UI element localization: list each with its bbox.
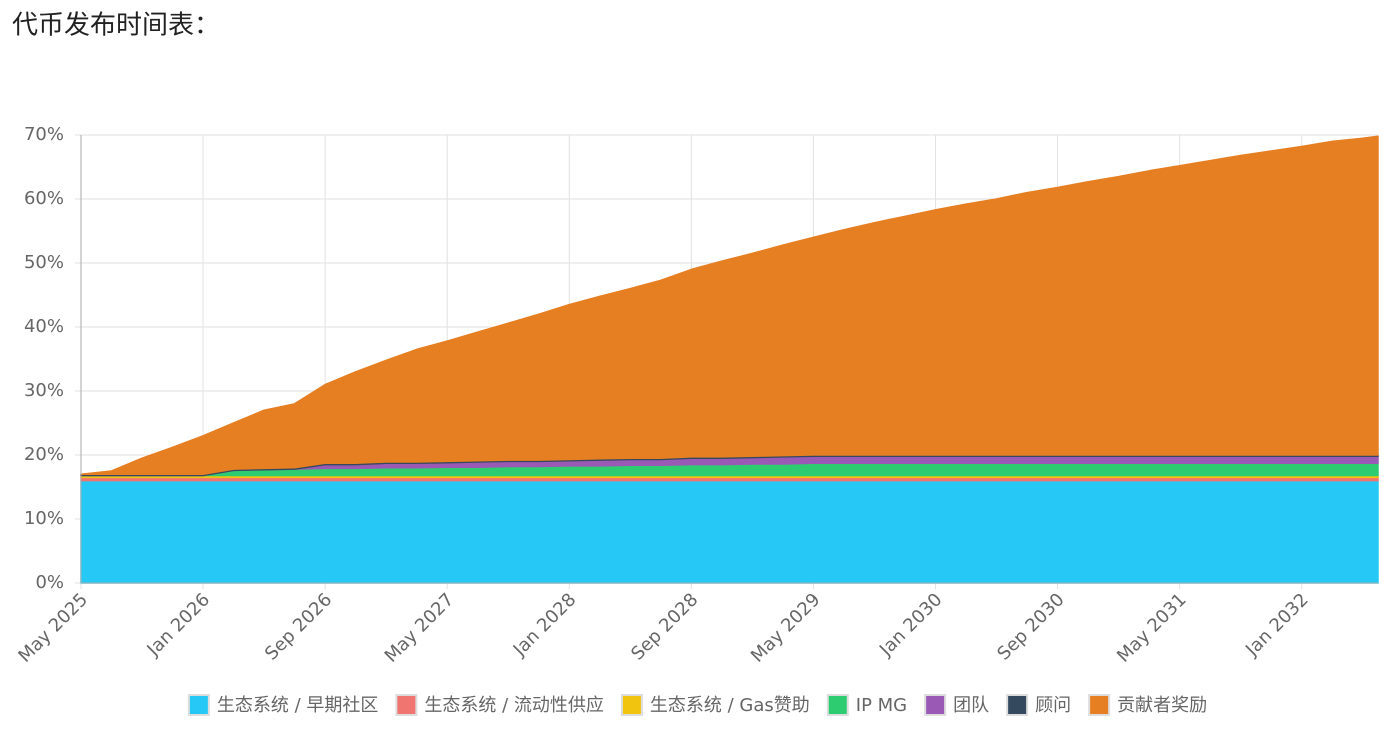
legend-swatch: [620, 694, 643, 716]
x-tick-label: May 2027: [381, 589, 459, 667]
x-tick-label: May 2025: [14, 589, 92, 667]
legend-swatch: [395, 694, 418, 716]
x-tick-label: May 2029: [747, 589, 825, 667]
legend-swatch: [187, 694, 210, 716]
legend: 生态系统 / 早期社区 生态系统 / 流动性供应 生态系统 / Gas赞助 IP MG…: [187, 694, 1207, 716]
legend-label: IP MG: [856, 695, 907, 716]
legend-label: 贡献者奖励: [1117, 695, 1207, 716]
x-tick-label: Jan 2032: [1241, 589, 1313, 661]
x-tick-label: May 2031: [1113, 589, 1191, 667]
legend-label: 生态系统 / 早期社区: [217, 695, 379, 716]
y-tick-label: 20%: [24, 444, 64, 465]
x-tick-label: Sep 2028: [627, 589, 702, 664]
y-tick-label: 10%: [24, 508, 64, 529]
legend-swatch: [924, 694, 947, 716]
legend-label: 生态系统 / Gas赞助: [650, 695, 810, 716]
area: [80, 135, 1379, 475]
y-tick-label: 60%: [24, 188, 64, 209]
x-tick-label: Jan 2026: [143, 589, 215, 661]
chart-title: 代币发布时间表：: [12, 11, 220, 41]
x-tick-label: Jan 2030: [875, 589, 947, 661]
legend-label: 团队: [953, 695, 989, 716]
x-tick-label: Sep 2030: [993, 589, 1068, 664]
legend-swatch: [1088, 694, 1111, 716]
y-tick-label: 70%: [24, 124, 64, 145]
legend-swatch: [826, 694, 849, 716]
area: [80, 479, 1379, 584]
x-tick-label: Sep 2026: [261, 589, 336, 664]
y-tick-label: 0%: [35, 572, 64, 593]
y-tick-label: 40%: [24, 316, 64, 337]
x-tick-label: Jan 2028: [509, 589, 581, 661]
legend-swatch: [1006, 694, 1029, 716]
legend-label: 生态系统 / 流动性供应: [424, 695, 604, 716]
legend-label: 顾问: [1035, 695, 1071, 716]
y-tick-label: 30%: [24, 380, 64, 401]
y-tick-label: 50%: [24, 252, 64, 273]
